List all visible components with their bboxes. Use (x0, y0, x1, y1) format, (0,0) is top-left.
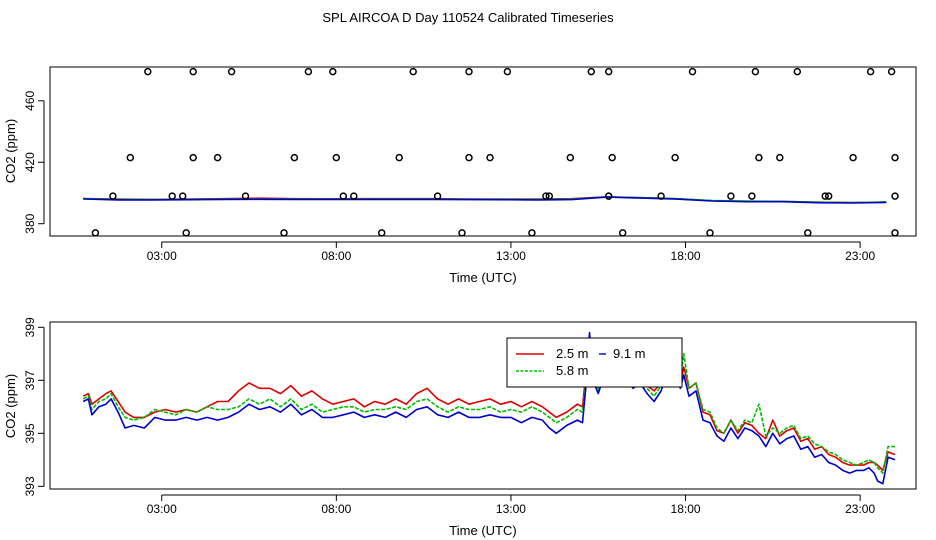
panel-1-point (395, 153, 403, 162)
panel-2-series-2-5-m (82, 339, 896, 472)
panel-1-point (126, 153, 135, 162)
panel-2-series-5-8-m (82, 347, 895, 474)
panel-1-y-label: CO2 (ppm) (3, 119, 18, 183)
panel-1-x-tick-label: 08:00 (321, 249, 351, 263)
panel-1-point (824, 192, 833, 200)
panel-2-lines (82, 331, 896, 485)
panel-1-x-tick-label: 23:00 (845, 249, 875, 263)
panel-1-point (657, 192, 665, 200)
panel-1-frame (49, 66, 917, 237)
panel-2-y-label: CO2 (ppm) (3, 374, 18, 438)
panel-1-point (144, 67, 152, 76)
panel-2-series-9-1-m (82, 331, 896, 485)
panel-1-y-tick-label: 460 (23, 90, 37, 110)
panel-2-x-tick-label: 18:00 (671, 502, 701, 516)
panel-1-point (821, 192, 829, 200)
panel-1-x-tick-label: 03:00 (147, 249, 177, 263)
panel-1-point (227, 67, 236, 76)
panel-1-point (887, 67, 896, 76)
panel-1-point (433, 192, 442, 200)
panel-1-point (849, 153, 857, 162)
panel-1-y-axis: 380 420 460 (23, 90, 45, 234)
panel-2: 03:00 08:00 13:00 18:00 23:00 393 395 397 399 T… (3, 317, 917, 538)
panel-1-point (329, 67, 337, 76)
panel-1-x-label: Time (UTC) (449, 270, 516, 285)
panel-1-point (377, 229, 386, 237)
panel-2-y-tick-label: 399 (23, 317, 37, 337)
panel-1-point (465, 153, 473, 162)
panel-2-x-axis: 03:00 08:00 13:00 18:00 23:00 (147, 494, 875, 516)
panel-1-point (109, 192, 117, 200)
panel-1-points (91, 67, 899, 237)
panel-1-point (706, 229, 714, 237)
panel-2-x-tick-label: 23:00 (845, 502, 875, 516)
panel-1-point (168, 192, 176, 200)
legend: 2.5 m 5.8 m 9.1 m (506, 337, 683, 388)
figure-title: SPL AIRCOA D Day 110524 Calibrated Times… (322, 10, 614, 25)
panel-1-point (486, 153, 494, 162)
panel-1-point (213, 153, 222, 162)
panel-1-point (671, 153, 679, 162)
panel-1-point (409, 67, 417, 76)
panel-1-point (458, 229, 466, 237)
panel-1-point (332, 153, 341, 162)
panel-1-point (688, 67, 697, 76)
panel-1-point (618, 229, 627, 237)
legend-box (506, 337, 683, 388)
panel-1-lines (83, 196, 887, 204)
panel-1-point (566, 153, 575, 162)
panel-1-point (776, 153, 784, 162)
panel-1-point (748, 192, 756, 200)
panel-1-point (793, 67, 802, 76)
panel-2-frame (49, 321, 917, 490)
panel-1-point (604, 192, 613, 200)
legend-label-2-5m: 2.5 m (556, 346, 589, 361)
panel-1-point (465, 67, 473, 76)
legend-label-9-1m: 9.1 m (613, 346, 646, 361)
panel-1-point (290, 153, 299, 162)
panel-1-point (182, 229, 190, 237)
panel-1-point (866, 67, 875, 76)
panel-1-point (350, 192, 358, 200)
panel-1-point (528, 229, 536, 237)
panel-1-y-tick-label: 420 (23, 152, 37, 172)
panel-1-point (178, 192, 187, 200)
panel-1-point (751, 67, 760, 76)
panel-1-point (545, 192, 554, 200)
panel-1-point (280, 229, 288, 237)
panel-1-point (503, 67, 512, 76)
panel-1-x-axis: 03:00 08:00 13:00 18:00 23:00 (147, 241, 875, 263)
panel-1-point (804, 229, 812, 237)
panel-1-point (189, 153, 197, 162)
panel-1-point (91, 229, 100, 237)
panel-1-point (542, 192, 550, 200)
panel-1-point (891, 192, 899, 200)
legend-label-5-8m: 5.8 m (556, 363, 589, 378)
panel-1-point (189, 67, 197, 76)
panel-1-series-9-1-m (83, 196, 887, 204)
panel-2-y-tick-label: 395 (23, 423, 37, 443)
panel-1: 03:00 08:00 13:00 18:00 23:00 380 420 460 Time… (3, 66, 917, 285)
panel-1-point (891, 229, 899, 237)
panel-1-point (339, 192, 348, 200)
panel-1-point (727, 192, 735, 200)
panel-1-point (755, 153, 763, 162)
panel-1-point (608, 153, 616, 162)
panel-2-x-tick-label: 13:00 (496, 502, 526, 516)
panel-1-point (604, 67, 613, 76)
panel-2-x-tick-label: 03:00 (147, 502, 177, 516)
panel-1-x-tick-label: 13:00 (496, 249, 526, 263)
panel-1-point (891, 153, 899, 162)
panel-2-y-tick-label: 397 (23, 370, 37, 390)
panel-1-x-tick-label: 18:00 (671, 249, 701, 263)
panel-2-y-axis: 393 395 397 399 (23, 317, 45, 496)
panel-1-y-tick-label: 380 (23, 213, 37, 233)
panel-1-point (304, 67, 313, 76)
panel-2-x-tick-label: 08:00 (321, 502, 351, 516)
panel-1-point (241, 192, 250, 200)
panel-2-x-label: Time (UTC) (449, 523, 516, 538)
panel-2-y-tick-label: 393 (23, 476, 37, 496)
panel-1-point (587, 67, 596, 76)
